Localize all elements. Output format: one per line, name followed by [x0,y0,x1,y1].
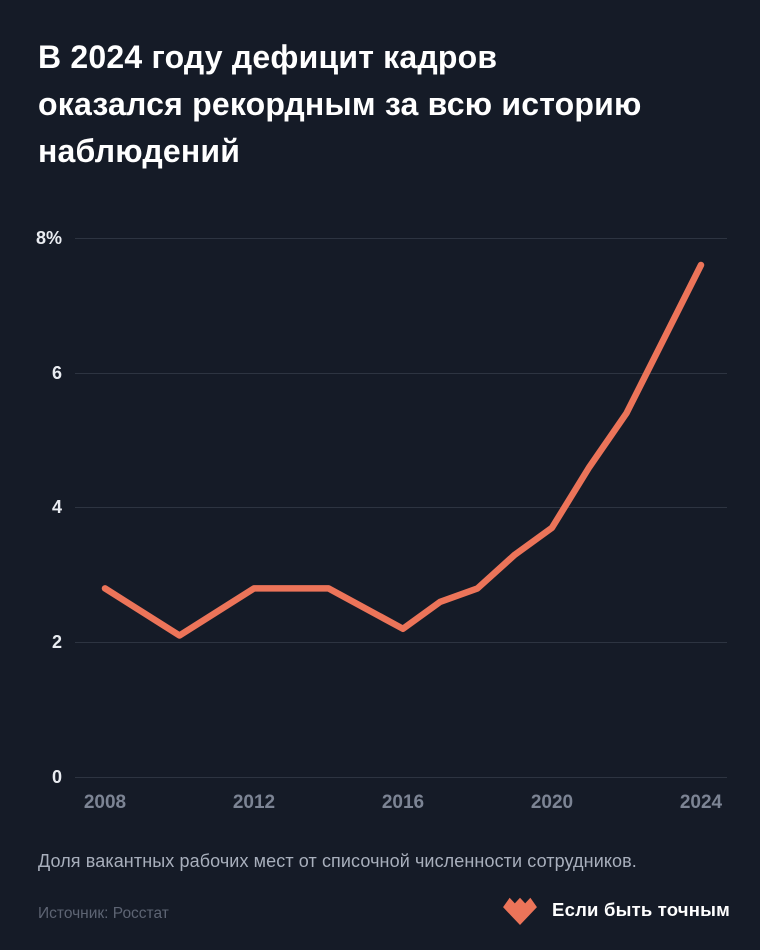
x-axis-tick-2020: 2020 [530,792,574,813]
gridline-8 [75,238,727,239]
gridline-0 [75,777,727,778]
y-axis-tick-0: 0 [51,767,62,787]
chart-title-line-3: наблюдений [38,133,241,169]
chart-title: В 2024 году дефицит кадров оказался реко… [38,34,642,175]
y-axis-tick-8: 8% [35,228,62,248]
gridline-2 [75,642,727,643]
y-axis-tick-4: 4 [51,497,62,517]
chart-title-line-1: В 2024 году дефицит кадров [38,39,498,75]
zigzag-heart-icon [503,897,537,926]
zigzag-heart-shape [503,897,537,926]
source-label: Источник: Росстат [38,905,169,922]
gridline-4 [75,507,727,508]
brand-logo-text: Если быть точным [552,899,730,920]
chart-line [101,261,705,639]
brand-logo: Если быть точным [501,894,730,926]
chart-subtitle: Доля вакантных рабочих мест от списочной… [38,851,637,871]
y-axis-tick-6: 6 [51,363,62,383]
x-axis-tick-2024: 2024 [679,792,723,813]
x-axis-tick-2016: 2016 [381,792,425,813]
x-axis-tick-2008: 2008 [83,792,127,813]
chart-title-line-2: оказался рекордным за всю историю [38,86,642,122]
y-axis-tick-2: 2 [51,632,62,652]
x-axis-tick-2012: 2012 [232,792,276,813]
gridline-6 [75,373,727,374]
